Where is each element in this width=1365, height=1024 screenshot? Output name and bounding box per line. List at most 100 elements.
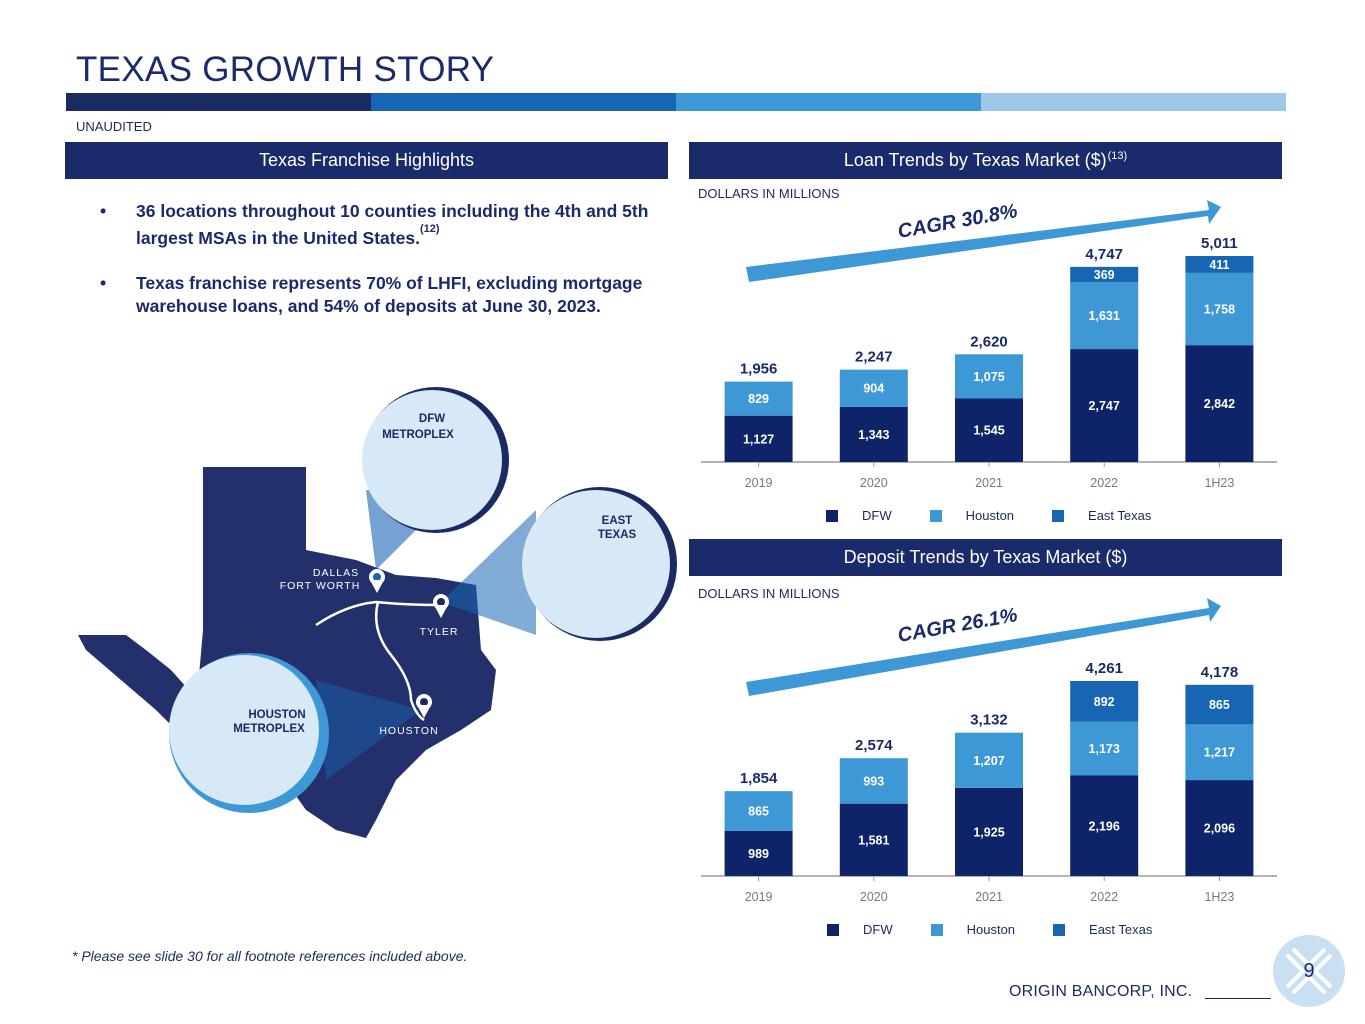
legend-swatch [1052, 509, 1065, 522]
bar-segment-houston [955, 354, 1023, 399]
data-label: 989 [748, 847, 769, 861]
data-label: 2,747 [1089, 399, 1120, 413]
data-label: 1,925 [973, 825, 1004, 839]
highlight-item: • Texas franchise represents 70% of LHFI… [100, 272, 665, 318]
deposit-header: Deposit Trends by Texas Market ($) [689, 539, 1282, 576]
texas-map: DFW METROPLEX EAST TEXAS HOUSTON METROPL… [66, 380, 686, 840]
legend-label: East Texas [1089, 922, 1153, 937]
stripe-segment-4 [981, 93, 1286, 111]
bar-segment-dfw [1070, 349, 1139, 462]
highlights-list: • 36 locations throughout 10 counties in… [100, 200, 665, 340]
data-label: 1,758 [1204, 303, 1235, 317]
data-label: 1,343 [858, 428, 889, 442]
deposit-legend: DFW Houston East Texas [827, 922, 1152, 937]
texas-map-graphic: DFW METROPLEX EAST TEXAS HOUSTON METROPL… [78, 387, 677, 838]
deposit-chart-svg: CAGR 26.1% 989 865 1,854 2019 1,581 993 2,574 20… [701, 598, 1277, 904]
data-label: 829 [748, 392, 769, 406]
city-pin-icon [433, 594, 449, 618]
bar-segment-houston [724, 381, 793, 416]
bar-segment-dfw [1185, 345, 1254, 462]
loan-header: Loan Trends by Texas Market ($) (13) [689, 142, 1282, 179]
data-label: 1,631 [1089, 309, 1120, 323]
loan-legend: DFW Houston East Texas [826, 508, 1151, 523]
highlight-text: 36 locations throughout 10 counties incl… [136, 201, 649, 248]
east-callout-label: EAST [602, 515, 633, 527]
east-callout-cone [441, 510, 536, 635]
data-label: 1,545 [973, 424, 1004, 438]
city-label-dallas: DALLAS [313, 567, 359, 579]
houston-callout-label: HOUSTON [248, 709, 305, 721]
highlights-header-text: Texas Franchise Highlights [258, 150, 475, 170]
bar-segment-east-texas [1185, 684, 1254, 725]
data-label: 865 [1209, 698, 1230, 712]
data-label: 865 [748, 804, 769, 818]
legend-swatch [826, 509, 838, 522]
bar-segment-houston [955, 732, 1023, 788]
bar-segment-dfw [839, 406, 908, 462]
bar-segment-houston [839, 369, 908, 407]
data-label: 1,581 [858, 833, 889, 847]
data-label: 1,207 [973, 754, 1004, 768]
unaudited-label: UNAUDITED [76, 119, 152, 134]
highway-line [315, 600, 442, 722]
x-tick-label: 2021 [975, 890, 1003, 904]
city-label-tyler: TYLER [420, 626, 459, 638]
data-label: 1,217 [1204, 746, 1235, 760]
data-label: 892 [1094, 695, 1115, 709]
dfw-callout-label: DFW [419, 413, 445, 425]
bar-segment-dfw [1070, 775, 1139, 876]
x-tick-label: 1H23 [1204, 890, 1234, 904]
company-rule [1205, 998, 1271, 999]
bar-segment-east-texas [1070, 681, 1139, 722]
city-label-fort-worth: FORT WORTH [280, 580, 361, 592]
data-label: 1,173 [1089, 742, 1120, 756]
total-label: 4,747 [1085, 246, 1123, 263]
company-name: ORIGIN BANCORP, INC. [1009, 983, 1193, 1000]
total-label: 2,574 [855, 737, 893, 754]
houston-callout-cone [316, 680, 421, 780]
stripe-segment-3 [676, 93, 981, 111]
x-tick-label: 2019 [745, 890, 773, 904]
x-tick-label: 2020 [860, 476, 888, 490]
city-pin-icon [416, 694, 432, 718]
legend-label: DFW [863, 922, 893, 937]
x-tick-label: 1H23 [1204, 476, 1234, 490]
legend-item-dfw: DFW [826, 508, 892, 523]
logo-badge-icon [1273, 935, 1345, 1007]
x-tick-label: 2021 [975, 476, 1003, 490]
bar-segment-houston [1070, 721, 1139, 776]
loan-chart: CAGR 30.8% 1,127 829 1,956 2019 1,343 904 2,247… [689, 190, 1282, 490]
loan-header-text: Loan Trends by Texas Market ($) [843, 150, 1107, 170]
bar-segment-houston [1070, 282, 1139, 350]
total-label: 4,261 [1085, 660, 1123, 677]
x-tick-label: 2022 [1090, 476, 1118, 490]
bar-segment-houston [724, 791, 793, 831]
bar-segment-dfw [724, 415, 793, 462]
legend-swatch [930, 923, 943, 936]
city-pin-icon [369, 569, 385, 593]
highlight-item: • 36 locations throughout 10 counties in… [100, 200, 665, 250]
data-label: 993 [863, 774, 884, 788]
cagr-arrow [746, 200, 1221, 282]
legend-label: Houston [966, 922, 1016, 937]
logo-mark-icon [1285, 947, 1333, 995]
cagr-label: CAGR 26.1% [896, 604, 1019, 647]
legend-swatch [929, 509, 942, 522]
legend-item-east-texas: East Texas [1053, 922, 1152, 937]
data-label: 1,075 [973, 370, 1004, 384]
title-stripe [66, 93, 1286, 111]
bullet-marker: • [100, 201, 107, 221]
bar-segment-houston [1185, 724, 1254, 781]
stripe-segment-2 [371, 93, 676, 111]
bar-segment-houston [839, 758, 908, 804]
loan-header-footnote-ref: (13) [1107, 149, 1128, 162]
data-label: 2,842 [1204, 397, 1235, 411]
data-label: 411 [1209, 258, 1229, 272]
deposit-header-text: Deposit Trends by Texas Market ($) [843, 547, 1128, 567]
bullet-marker: • [100, 272, 107, 293]
x-tick-label: 2019 [745, 476, 773, 490]
total-label: 1,854 [740, 770, 778, 787]
total-label: 4,178 [1201, 664, 1239, 681]
bar-segment-dfw [724, 830, 793, 876]
page-title: TEXAS GROWTH STORY [76, 50, 495, 89]
